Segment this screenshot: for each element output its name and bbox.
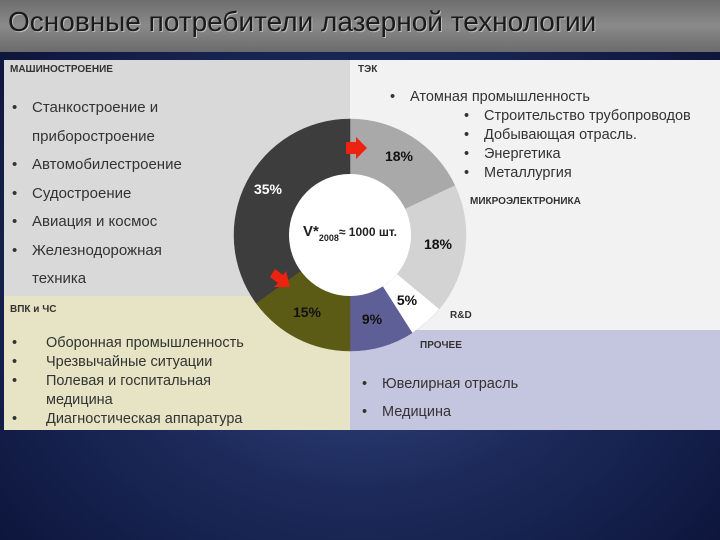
bullet: • <box>12 335 18 351</box>
bullet: • <box>464 146 470 162</box>
bullet: • <box>12 373 18 389</box>
panel-list: • Атомная промышленность <box>390 88 590 107</box>
list-item: • Станкостроение и <box>12 94 182 123</box>
panel-other: ПРОЧЕЕ • Ювелирная отрасль • Медицина <box>350 330 720 430</box>
list-item: • Металлургия <box>464 165 572 181</box>
bullet: • <box>464 165 470 181</box>
bullet: • <box>12 99 18 116</box>
panel-heading: ВПК и ЧС <box>10 304 57 315</box>
arrow-icon <box>346 137 367 159</box>
panel-heading: ПРОЧЕЕ <box>420 340 462 351</box>
panel-rd: R&D <box>350 310 720 330</box>
bullet: • <box>362 404 368 420</box>
slice-label: 9% <box>362 311 383 327</box>
donut-hole <box>289 174 411 296</box>
list-item: • Энергетика <box>464 146 561 162</box>
title-bar: Основные потребители лазерной технологии <box>0 0 720 52</box>
slice-label: 15% <box>293 304 322 320</box>
donut-labels: 18% 18% 5% 9% 15% 35% <box>254 148 453 327</box>
list-item: • Железнодорожная <box>12 237 182 266</box>
list-item: • Полевая и госпитальная <box>12 373 212 389</box>
list-item: • Добывающая отрасль. <box>464 127 637 143</box>
panel-heading: R&D <box>450 310 472 321</box>
slice-label: 35% <box>254 181 283 197</box>
bullet: • <box>12 354 18 370</box>
panel-list: • Оборонная промышленность • Чрезвычайные … <box>12 334 244 429</box>
panel-list: • Станкостроение и приборостроение • Автом… <box>12 94 182 294</box>
list-item: приборостроение <box>32 127 155 145</box>
list-item: • Оборонная промышленность <box>12 335 244 351</box>
list-item: • Чрезвычайные ситуации <box>12 354 213 370</box>
list-item: • Диагностическая аппаратура <box>12 411 243 427</box>
slice-label: 18% <box>424 236 453 252</box>
panel-heading: ТЭК <box>358 64 378 75</box>
panel-heading: МАШИНОСТРОЕНИЕ <box>10 64 113 75</box>
list-item: • Атомная промышленность <box>390 89 590 105</box>
panel-list: • Ювелирная отрасль • Медицина <box>362 370 518 426</box>
list-item: • Ювелирная отрасль <box>362 370 518 398</box>
list-item: медицина <box>46 392 113 408</box>
donut-slices <box>233 118 467 352</box>
bullet: • <box>12 213 18 230</box>
list-item: • Судостроение <box>12 180 182 209</box>
panel-list: • Строительство трубопроводов • Добывающая… <box>464 107 691 183</box>
panel-heading: МИКРОЭЛЕКТРОНИКА <box>470 196 581 207</box>
center-label: V*2008≈ 1000 шт. <box>303 223 397 243</box>
bullet: • <box>362 376 368 392</box>
panel-vpk: ВПК и ЧС • Оборонная промышленность • Чрез… <box>4 296 350 430</box>
list-item: • Авиация и космос <box>12 208 182 237</box>
list-item: • Медицина <box>362 398 518 426</box>
bullet: • <box>464 127 470 143</box>
list-item: • Автомобилестроение <box>12 151 182 180</box>
bullet: • <box>12 411 18 427</box>
bullet: • <box>12 156 18 173</box>
page-title: Основные потребители лазерной технологии <box>8 6 597 37</box>
bullet: • <box>464 108 470 124</box>
list-item: • Строительство трубопроводов <box>464 108 691 124</box>
bullet: • <box>12 241 18 259</box>
slice-label: 18% <box>385 148 414 164</box>
bullet: • <box>12 184 18 202</box>
slice-label: 5% <box>397 292 418 308</box>
bullet: • <box>390 89 396 105</box>
list-item: техника <box>32 270 87 287</box>
arrow-icon <box>270 269 290 287</box>
